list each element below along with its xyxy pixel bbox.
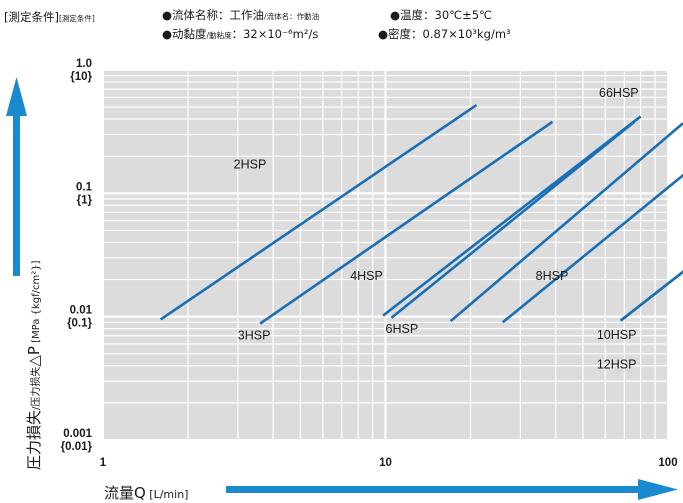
y-tick-label: 0.1 (76, 181, 93, 193)
series-label-10hsp: 10HSP (597, 328, 637, 342)
y-tick-label: 0.01 (70, 305, 93, 317)
series-line-4hsp (382, 115, 642, 317)
x-axis-arrow (226, 486, 638, 493)
series-label-2hsp: 2HSP (234, 158, 267, 172)
y-tick-label-kgf: {0.1} (67, 318, 92, 330)
series-label-8hsp: 8HSP (536, 269, 569, 283)
y-axis-arrowhead (6, 77, 27, 116)
x-tick-label: 10 (379, 457, 392, 469)
condition-density: ●密度：0.87×10³kg/m³ (378, 27, 511, 41)
series-line-3hsp (259, 120, 554, 325)
y-tick-label-kgf: {10} (70, 71, 92, 83)
condition-temperature: ●温度：30℃±5℃ (390, 8, 492, 22)
y-tick-label: 1.0 (76, 58, 92, 70)
series-label-12hsp: 12HSP (597, 357, 637, 371)
x-tick-label: 100 (658, 457, 677, 469)
y-tick-label-kgf: {1} (77, 194, 93, 206)
series-label-4hsp: 4HSP (350, 269, 383, 283)
x-tick-label: 1 (100, 457, 107, 469)
conditions-title: [測定条件][測定条件] (4, 10, 95, 24)
x-axis-arrowhead (638, 479, 678, 500)
x-axis-title: 流量Q [L/min] (104, 484, 188, 502)
series-line-66hsp (449, 122, 683, 323)
series-line-12hsp (619, 270, 683, 322)
series-line-8hsp (501, 173, 683, 324)
y-axis-arrow (13, 116, 20, 276)
series-label-6hsp: 6HSP (386, 322, 419, 336)
series-line-2hsp (159, 103, 478, 321)
y-tick-label-kgf: {0.01} (61, 441, 93, 453)
y-axis-title: 圧力損失/压力损失△P [MPa {kgf/cm²}] (25, 260, 43, 470)
series-label-3hsp: 3HSP (238, 329, 271, 343)
condition-viscosity: ●动黏度/動粘度：32×10⁻⁶m²/s (162, 27, 319, 41)
series-line-6hsp (390, 120, 636, 319)
condition-fluid: ●流体名称：工作油/流体名：作動油 (162, 8, 320, 22)
series-label-66hsp: 66HSP (599, 86, 639, 100)
y-tick-label: 0.001 (63, 428, 92, 440)
